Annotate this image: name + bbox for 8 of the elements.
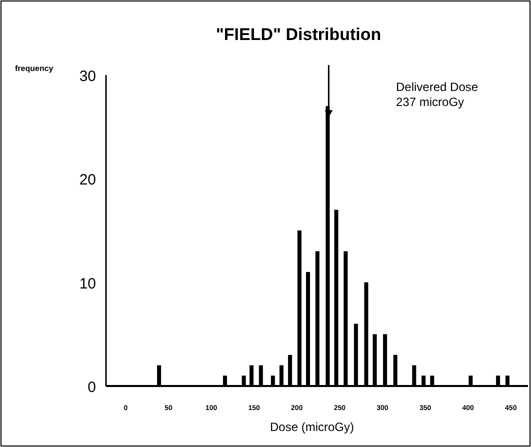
y-tick-label: 10	[79, 275, 96, 292]
y-axis-title: frequency	[15, 64, 54, 73]
annotation: Delivered Dose 237 microGy	[396, 80, 478, 109]
y-tick-label: 20	[79, 172, 96, 189]
y-tick-label: 30	[79, 68, 96, 85]
y-tick-label: 0	[88, 379, 96, 396]
x-axis-title: Dose (microGy)	[270, 420, 354, 434]
chart-title: "FIELD" Distribution	[216, 25, 382, 44]
